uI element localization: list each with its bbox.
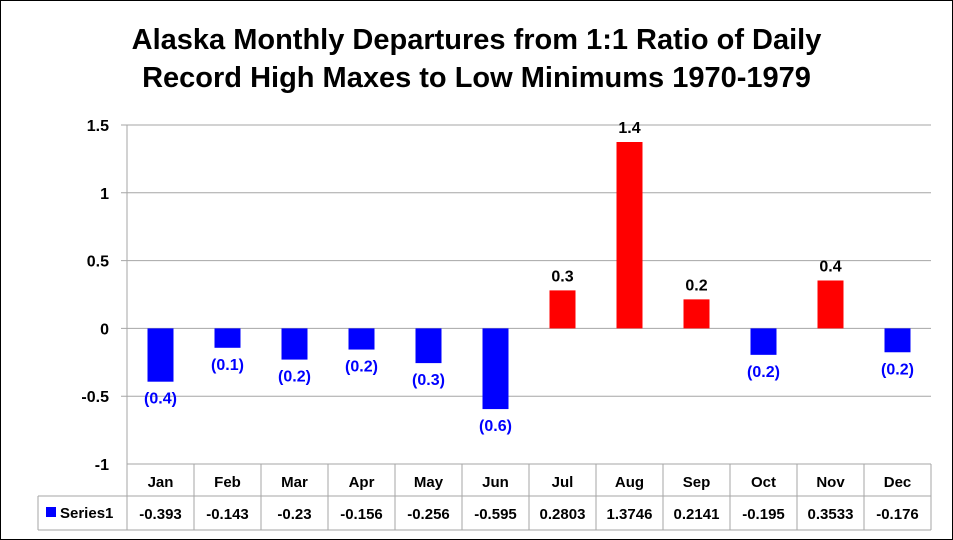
data-label: (0.2)	[278, 369, 311, 386]
bar-may	[415, 328, 442, 364]
data-label: (0.4)	[144, 391, 177, 408]
x-tick-label: Apr	[349, 474, 375, 491]
x-tick-label: Feb	[214, 474, 241, 491]
bar-aug	[616, 142, 643, 329]
x-tick-label: Dec	[884, 474, 912, 491]
chart-title-line-2: Record High Maxes to Low Minimums 1970-1…	[142, 62, 811, 94]
chart-title-line-1: Alaska Monthly Departures from 1:1 Ratio…	[131, 24, 822, 56]
x-tick-label: Jan	[148, 474, 174, 491]
x-tick-label: Nov	[816, 474, 845, 491]
table-cell-value: 0.2803	[540, 506, 586, 523]
data-label: (0.2)	[747, 364, 780, 381]
bar-mar	[281, 328, 308, 360]
table-cell-value: -0.176	[876, 506, 919, 523]
data-label: (0.2)	[345, 359, 378, 376]
table-cell-value: -0.595	[474, 506, 517, 523]
bar-dec	[884, 328, 911, 353]
table-cell-value: -0.143	[206, 506, 249, 523]
data-label: (0.2)	[881, 361, 914, 378]
x-tick-label: Aug	[615, 474, 644, 491]
bar-jan	[147, 328, 174, 382]
table-cell-value: -0.156	[340, 506, 383, 523]
x-tick-label: May	[414, 474, 444, 491]
table-cell-value: 0.3533	[808, 506, 854, 523]
y-tick-label: 1.5	[87, 118, 109, 135]
table-cell-value: 1.3746	[607, 506, 653, 523]
legend-label-series1: Series1	[60, 505, 113, 522]
bar-sep	[683, 299, 710, 329]
x-tick-label: Jun	[482, 474, 509, 491]
legend-key-series1	[46, 507, 56, 517]
x-tick-label: Sep	[683, 474, 711, 491]
table-cell-value: 0.2141	[674, 506, 720, 523]
table-cell-value: -0.195	[742, 506, 785, 523]
y-tick-label: 1	[100, 186, 109, 203]
y-tick-label: 0	[100, 321, 109, 338]
data-label: 0.3	[551, 268, 573, 285]
x-tick-label: Mar	[281, 474, 308, 491]
data-label: (0.3)	[412, 372, 445, 389]
table-cell-value: -0.23	[277, 506, 311, 523]
bar-apr	[348, 328, 375, 350]
data-label: 1.4	[618, 120, 640, 137]
x-tick-label: Oct	[751, 474, 776, 491]
bar-nov	[817, 280, 844, 329]
chart-title: Alaska Monthly Departures from 1:1 Ratio…	[1, 21, 952, 97]
data-label: (0.1)	[211, 357, 244, 374]
data-label: 0.4	[819, 258, 841, 275]
data-label: 0.2	[685, 277, 707, 294]
table-cell-value: -0.393	[139, 506, 182, 523]
y-tick-label: -0.5	[81, 389, 109, 406]
y-tick-label: -1	[95, 457, 109, 474]
data-label: (0.6)	[479, 418, 512, 435]
bar-jul	[549, 290, 576, 329]
x-tick-label: Jul	[552, 474, 574, 491]
bar-feb	[214, 328, 241, 348]
bar-oct	[750, 328, 777, 355]
bar-jun	[482, 328, 509, 410]
y-tick-label: 0.5	[87, 254, 109, 271]
table-cell-value: -0.256	[407, 506, 450, 523]
